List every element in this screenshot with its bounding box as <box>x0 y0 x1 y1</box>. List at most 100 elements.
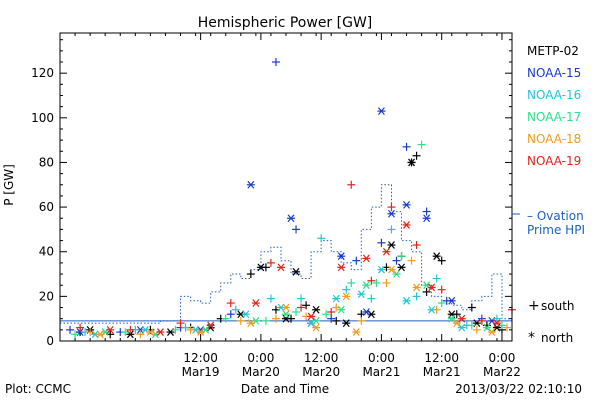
north-point <box>402 221 411 229</box>
south-point <box>327 307 336 316</box>
ovation-legend-line1: – Ovation <box>527 209 584 223</box>
south-point <box>387 203 396 212</box>
south-point <box>226 310 235 319</box>
north-point <box>487 328 496 336</box>
south-point <box>422 207 431 216</box>
north-point <box>241 310 250 319</box>
north-point <box>312 305 321 314</box>
south-point <box>467 303 476 312</box>
south-point <box>86 328 95 337</box>
marker-legend-symbol: + <box>528 298 540 314</box>
south-point <box>397 252 406 261</box>
south-point <box>407 256 416 265</box>
north-point <box>362 281 371 290</box>
south-point <box>186 325 195 334</box>
ovation-series <box>60 184 513 324</box>
south-point <box>492 314 501 323</box>
south-point <box>387 225 396 234</box>
south-point <box>347 180 356 189</box>
x-tick-date: Mar22 <box>483 365 521 379</box>
north-point <box>146 328 155 336</box>
south-point <box>322 310 331 319</box>
south-point <box>126 325 135 334</box>
x-tick-time: 0:00 <box>247 351 274 365</box>
north-point <box>312 317 321 325</box>
north-point <box>282 303 290 312</box>
y-axis-label: P [GW] <box>2 164 16 206</box>
north-point <box>457 323 466 332</box>
south-point <box>327 314 336 323</box>
north-point <box>251 299 260 307</box>
y-tick-label: 60 <box>39 200 54 214</box>
south-point <box>437 256 446 265</box>
south-point <box>402 142 411 151</box>
south-point <box>271 314 280 323</box>
x-tick-date: Mar21 <box>362 365 400 379</box>
legend-entry: NOAA-17 <box>527 110 581 124</box>
x-tick-time: 12:00 <box>304 351 339 365</box>
south-point <box>477 316 486 325</box>
south-point <box>377 238 386 247</box>
x-tick-date: Mar21 <box>423 365 461 379</box>
south-point <box>236 316 245 325</box>
south-point <box>271 58 280 67</box>
north-point <box>457 314 466 323</box>
south-point <box>412 151 421 160</box>
north-point <box>206 321 215 330</box>
north-point <box>387 241 396 249</box>
x-tick-time: 0:00 <box>488 351 515 365</box>
north-point <box>377 265 386 274</box>
south-point <box>292 225 301 234</box>
x-tick-time: 12:00 <box>424 351 459 365</box>
south-point <box>121 328 130 337</box>
north-point <box>382 247 391 256</box>
y-tick-label: 80 <box>39 155 54 169</box>
south-point <box>231 305 240 314</box>
north-point <box>422 214 431 223</box>
south-point <box>412 241 421 250</box>
chart-title: Hemispheric Power [GW] <box>198 15 373 31</box>
north-point <box>432 252 441 261</box>
south-point <box>297 303 306 312</box>
south-point <box>437 285 446 294</box>
marker-legend-label: north <box>541 331 573 345</box>
south-point <box>432 274 441 283</box>
north-point <box>246 319 255 328</box>
north-point <box>196 328 205 336</box>
y-tick-label: 40 <box>39 245 54 259</box>
south-point <box>171 325 180 334</box>
y-tick-label: 120 <box>31 66 54 80</box>
x-tick-date: Mar20 <box>242 365 280 379</box>
south-point <box>367 294 376 303</box>
north-point <box>447 310 456 319</box>
south-point <box>382 278 391 287</box>
south-point <box>297 294 306 303</box>
marker-legend-label: south <box>541 299 575 313</box>
y-tick-label: 0 <box>46 334 54 348</box>
south-point <box>246 270 255 279</box>
north-point <box>292 267 301 276</box>
south-point <box>347 278 356 287</box>
north-point <box>332 294 341 303</box>
legend: METP-02 NOAA-15 NOAA-16 NOAA-17 NOAA-18 NOAA-… <box>512 44 585 346</box>
x-tick-time: 12:00 <box>183 351 218 365</box>
north-point <box>246 180 255 189</box>
north-point <box>387 209 396 218</box>
north-point <box>106 325 115 334</box>
plot-timestamp: 2013/03/22 02:10:10 <box>455 382 582 396</box>
south-point <box>417 140 426 149</box>
legend-entry: NOAA-16 <box>527 88 581 102</box>
legend-entry: NOAA-18 <box>527 132 581 146</box>
north-point <box>276 263 285 272</box>
x-axis-label: Date and Time <box>241 382 329 396</box>
south-point <box>292 307 301 316</box>
south-point <box>261 316 270 325</box>
north-point <box>307 312 316 321</box>
south-point <box>472 325 481 334</box>
north-point <box>352 328 361 336</box>
plot-frame <box>59 32 513 342</box>
north-point <box>387 265 396 274</box>
x-tick-date: Mar20 <box>302 365 340 379</box>
south-point <box>367 276 376 285</box>
